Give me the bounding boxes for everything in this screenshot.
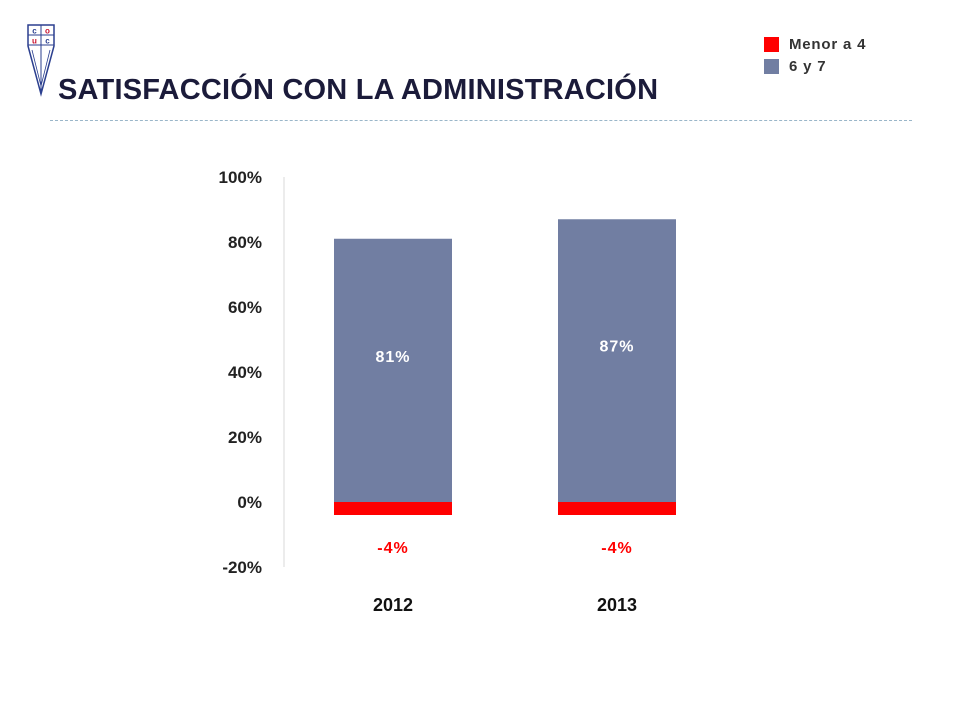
y-tick-label: 0% xyxy=(237,493,262,512)
legend-swatch xyxy=(764,36,779,52)
data-label-6-y-7: 87% xyxy=(599,338,634,355)
y-tick-label: 20% xyxy=(228,428,262,447)
data-label-menor-a-4: -4% xyxy=(377,540,408,557)
chart-legend: Menor a 4 6 y 7 xyxy=(764,33,866,77)
bar-6-y-7-2012 xyxy=(334,238,452,502)
logo-letter: c xyxy=(32,27,37,36)
y-tick-label: 80% xyxy=(228,233,262,252)
bar-menor-a-4-2013 xyxy=(558,502,676,515)
bar-menor-a-4-2012 xyxy=(334,502,452,515)
logo-letter: o xyxy=(45,27,50,36)
logo-letter: u xyxy=(32,37,37,46)
legend-label: 6 y 7 xyxy=(789,57,827,75)
bar-6-y-7-2013 xyxy=(558,219,676,502)
data-label-menor-a-4: -4% xyxy=(601,540,632,557)
logo-letter: c xyxy=(45,37,50,46)
page-title: SATISFACCIÓN CON LA ADMINISTRACIÓN xyxy=(58,74,659,106)
y-tick-label: 100% xyxy=(219,168,262,187)
x-category-label: 2012 xyxy=(373,595,413,615)
y-tick-label: 60% xyxy=(228,298,262,317)
legend-label: Menor a 4 xyxy=(789,35,867,53)
legend-swatch xyxy=(764,58,779,74)
university-shield-icon: c o u c xyxy=(26,22,56,102)
title-divider xyxy=(50,120,912,121)
data-label-6-y-7: 81% xyxy=(375,349,410,366)
legend-item-menor-a-4: Menor a 4 xyxy=(764,33,866,55)
x-category-label: 2013 xyxy=(597,595,637,615)
legend-item-6-y-7: 6 y 7 xyxy=(764,55,866,77)
y-tick-label: -20% xyxy=(222,558,262,577)
y-tick-label: 40% xyxy=(228,363,262,382)
